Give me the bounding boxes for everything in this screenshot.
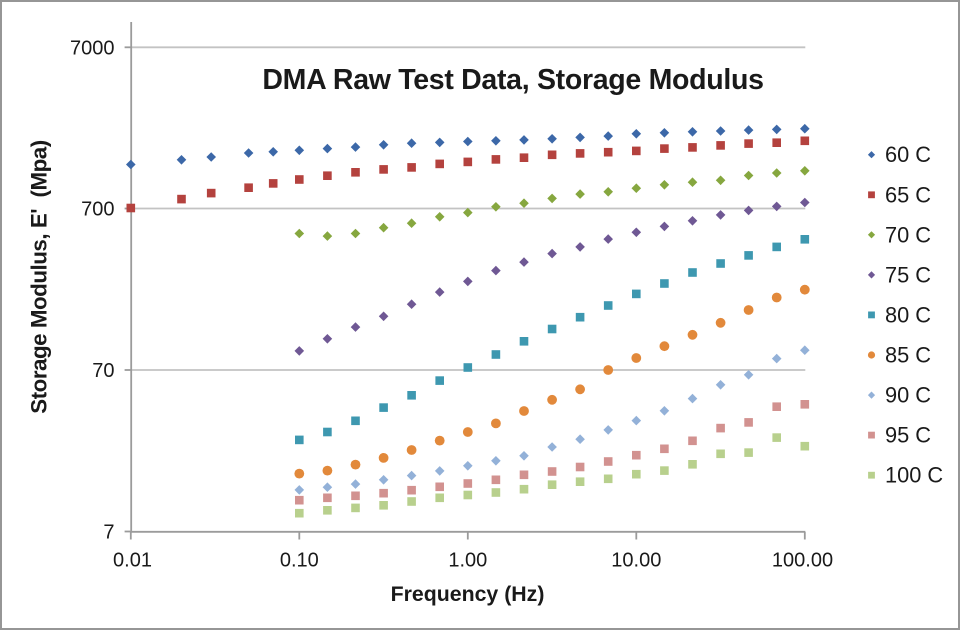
- svg-text:60 C: 60 C: [885, 142, 931, 167]
- svg-text:Frequency (Hz): Frequency (Hz): [391, 582, 545, 606]
- svg-text:1.00: 1.00: [448, 550, 487, 572]
- svg-text:Storage Modulus, E' (Mpa): Storage Modulus, E' (Mpa): [27, 140, 52, 413]
- svg-text:90 C: 90 C: [885, 383, 931, 408]
- svg-text:0.01: 0.01: [113, 550, 152, 572]
- svg-text:7: 7: [103, 522, 114, 544]
- svg-text:700: 700: [81, 199, 114, 221]
- svg-text:DMA Raw Test Data, Storage Mod: DMA Raw Test Data, Storage Modulus: [262, 64, 763, 96]
- svg-text:10.00: 10.00: [611, 550, 661, 572]
- svg-text:85 C: 85 C: [885, 343, 931, 368]
- svg-text:0.10: 0.10: [280, 550, 319, 572]
- svg-text:75 C: 75 C: [885, 262, 931, 287]
- svg-text:70: 70: [92, 360, 114, 382]
- svg-text:70 C: 70 C: [885, 222, 931, 247]
- svg-text:7000: 7000: [70, 37, 115, 59]
- svg-text:100.00: 100.00: [772, 550, 833, 572]
- svg-text:80 C: 80 C: [885, 302, 931, 327]
- svg-text:65 C: 65 C: [885, 182, 931, 207]
- svg-text:100 C: 100 C: [885, 463, 943, 488]
- svg-text:95 C: 95 C: [885, 423, 931, 448]
